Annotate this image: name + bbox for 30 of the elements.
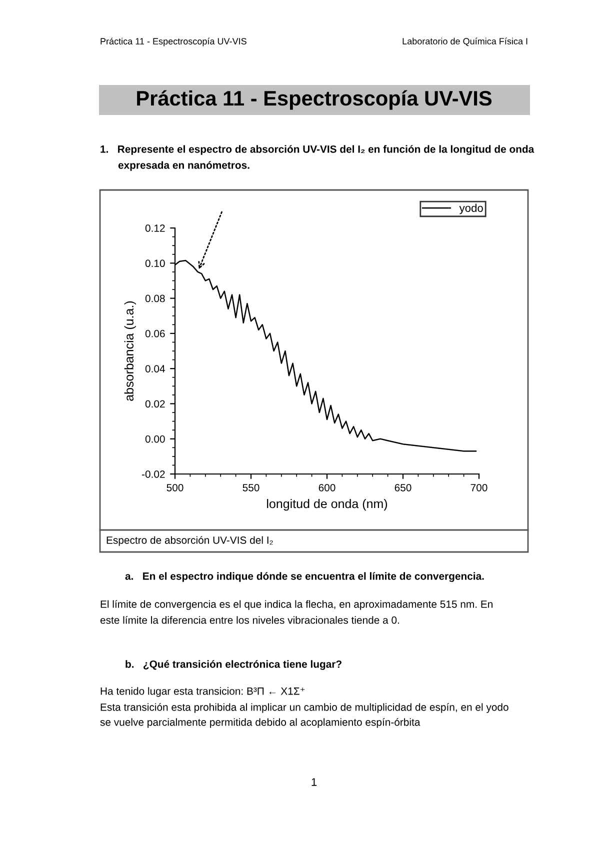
text: b. ¿Qué transición electrónica tiene lugar?: [126, 660, 342, 670]
x-axis-title: longitud de onda (nm): [267, 498, 388, 511]
legend-label: yodo: [459, 204, 483, 214]
text: Laboratorio de Química Física I: [402, 38, 528, 46]
y-tick-label: -0.02: [142, 470, 165, 478]
text: 1. Represente el espectro de absorción UV-VIS del I₂ en función de la longitud de onda: [100, 145, 534, 155]
x-tick-label: 650: [394, 484, 412, 492]
text: Ha tenido lugar esta transicion: B³Π ← X1Σ⁺: [100, 687, 305, 697]
y-tick-label: 0.02: [145, 400, 165, 408]
text: El límite de convergencia es el que indica la flecha, en aproximadamente 515 nm. En: [100, 600, 492, 610]
x-tick-label: 700: [470, 484, 488, 492]
y-tick-label: 0.06: [145, 330, 165, 338]
y-tick-label: 0.12: [145, 224, 165, 232]
y-tick-label: 0.04: [145, 365, 165, 372]
x-tick-label: 600: [318, 484, 336, 492]
x-tick-label: 500: [166, 484, 184, 492]
x-tick-label: 550: [242, 484, 260, 492]
text: Esta transición esta prohibida al implicar un cambio de multiplicidad de espín, en el yodo: [100, 703, 508, 713]
text: 1: [312, 778, 317, 786]
y-tick-label: 0.00: [145, 435, 165, 443]
text: Espectro de absorción UV-VIS del I₂: [106, 536, 273, 546]
text: expresada en nanómetros.: [118, 161, 250, 171]
y-tick-label: 0.10: [145, 260, 165, 268]
y-tick-label: 0.08: [145, 294, 165, 302]
y-axis-title: absorbancia (u.a.): [124, 301, 136, 401]
text: se vuelve parcialmente permitida debido al acoplamiento espín-órbita: [100, 718, 420, 728]
text: a. En el espectro indique dónde se encuentra el límite de convergencia.: [125, 572, 484, 582]
chart-title: Práctica 11 - Espectroscopía UV-VIS: [137, 90, 492, 110]
text: Práctica 11 - Espectroscopía UV-VIS: [100, 38, 246, 46]
text: este límite la diferencia entre los niveles vibracionales tiende a 0.: [100, 616, 399, 624]
